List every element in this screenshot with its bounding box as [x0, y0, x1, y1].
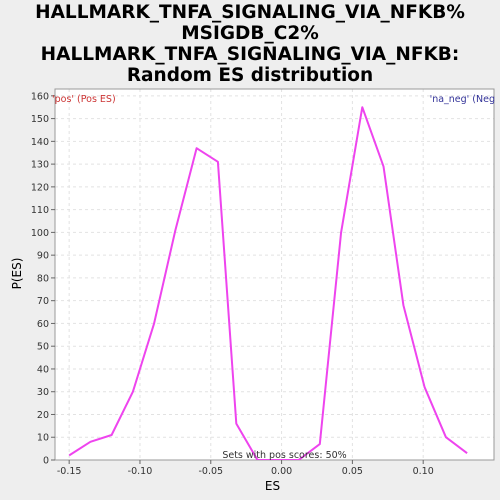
- grid-lines: [55, 89, 494, 461]
- x-axis-label: ES: [265, 479, 280, 493]
- y-tick-label: 120: [31, 182, 49, 193]
- chart-title-line-2: MSIGDB_C2%: [181, 23, 319, 44]
- chart-title-line-3: HALLMARK_TNFA_SIGNALING_VIA_NFKB:: [40, 44, 460, 65]
- y-tick-label: 70: [37, 296, 49, 307]
- y-tick-label: 30: [37, 387, 49, 398]
- x-tick-label: -0.10: [128, 466, 153, 477]
- y-tick-label: 50: [37, 342, 49, 353]
- y-tick-label: 90: [37, 251, 49, 262]
- x-tick-label: 0.00: [271, 466, 292, 477]
- x-tick-label: -0.05: [198, 466, 223, 477]
- axes: 0 10 20 30 40 50 60 70 80 90 100 110 120 130 140 150 160…: [31, 91, 434, 477]
- chart-title-line-4: Random ES distribution: [126, 65, 374, 86]
- y-tick-label: 140: [31, 137, 49, 148]
- plot-background: [55, 89, 494, 460]
- y-tick-label: 40: [37, 364, 49, 375]
- series-layer: [68, 106, 468, 460]
- y-tick-label: 10: [37, 433, 49, 444]
- y-tick-label: 100: [31, 228, 49, 239]
- x-tick-label: -0.15: [57, 466, 82, 477]
- y-tick-label: 110: [31, 205, 49, 216]
- pos-es-label: 'pos' (Pos ES): [52, 94, 116, 105]
- neg-es-label: 'na_neg' (Neg: [430, 94, 495, 105]
- y-tick-label: 150: [31, 114, 49, 125]
- x-tick-label: 0.05: [342, 466, 363, 477]
- pos-scores-note: Sets with pos scores: 50%: [222, 450, 346, 461]
- y-axis-label: P(ES): [10, 258, 24, 290]
- es-distribution-line: [68, 106, 468, 460]
- chart-title: HALLMARK_TNFA_SIGNALING_VIA_NFKB% MSIGDB…: [0, 2, 500, 86]
- chart-title-line-1: HALLMARK_TNFA_SIGNALING_VIA_NFKB%: [35, 2, 465, 23]
- y-tick-label: 80: [37, 273, 49, 284]
- y-tick-label: 160: [31, 91, 49, 102]
- x-tick-label: 0.10: [413, 466, 434, 477]
- y-tick-label: 60: [37, 319, 49, 330]
- y-tick-label: 0: [43, 456, 49, 467]
- y-tick-label: 130: [31, 160, 49, 171]
- y-tick-label: 20: [37, 410, 49, 421]
